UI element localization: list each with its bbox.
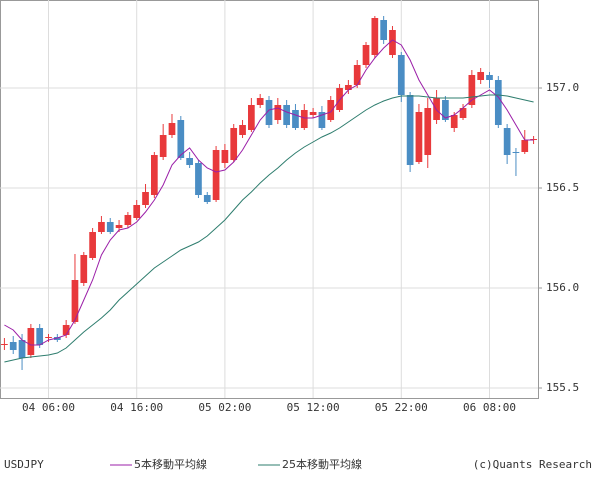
candle-body <box>292 110 299 128</box>
y-tick-label: 157.0 <box>546 81 579 94</box>
candle-body <box>168 123 176 135</box>
candle-body <box>424 108 432 155</box>
candle-body <box>177 120 185 158</box>
candle-body <box>36 328 44 345</box>
candle-body <box>106 222 114 232</box>
candle-body <box>142 192 149 205</box>
candle-body <box>309 112 317 115</box>
candle-body <box>380 20 388 40</box>
candle-body <box>345 85 352 90</box>
candle-body <box>89 232 96 258</box>
candle-body <box>494 80 502 125</box>
candle-body <box>203 195 211 202</box>
candle-body <box>71 280 79 322</box>
candle-body <box>221 150 229 163</box>
candle-body <box>62 325 70 335</box>
candle-body <box>274 105 282 120</box>
candle-body <box>530 139 537 140</box>
candle-body <box>212 150 220 200</box>
candle-body <box>98 222 105 232</box>
candle-body <box>239 125 246 135</box>
candle-body <box>450 115 458 128</box>
candle-body <box>477 72 485 80</box>
x-tick-label: 05 02:00 <box>198 401 251 414</box>
candle-body <box>9 342 17 350</box>
candle-body <box>45 337 52 338</box>
y-tick-label: 155.5 <box>546 381 579 394</box>
candle-body <box>318 112 326 128</box>
candle-body <box>336 88 343 110</box>
candle-body <box>521 140 529 152</box>
copyright: (c)Quants Research <box>473 458 592 471</box>
ma-line <box>4 39 534 346</box>
ma-line <box>4 94 534 363</box>
candle-body <box>256 98 264 105</box>
candle-body <box>133 205 141 218</box>
candle-body <box>18 340 26 358</box>
y-tick-label: 156.5 <box>546 181 579 194</box>
x-tick-label: 05 12:00 <box>287 401 340 414</box>
candle-body <box>248 105 255 130</box>
candle-body <box>512 152 520 153</box>
candle-body <box>442 100 449 120</box>
candle-body <box>80 255 88 283</box>
candle-body <box>27 328 35 355</box>
candle-body <box>186 158 193 165</box>
candle-body <box>265 100 273 125</box>
candle-body <box>362 45 370 65</box>
candle-body <box>150 155 158 195</box>
candle-body <box>389 30 396 55</box>
x-tick-label: 05 22:00 <box>375 401 428 414</box>
candle-body <box>503 128 511 155</box>
x-tick-label: 04 16:00 <box>110 401 163 414</box>
candle-body <box>459 108 467 118</box>
legend-label: 25本移動平均線 <box>282 457 362 471</box>
candle-body <box>415 112 423 162</box>
candle-body <box>433 98 440 120</box>
candle-body <box>1 344 8 345</box>
plot-frame <box>0 0 539 399</box>
candle-body <box>115 225 123 228</box>
legend-label: 5本移動平均線 <box>134 457 207 471</box>
x-tick-label: 04 06:00 <box>22 401 75 414</box>
candle-body <box>283 105 290 125</box>
candle-body <box>300 110 308 128</box>
y-tick-label: 156.0 <box>546 281 579 294</box>
candle-body <box>406 95 414 165</box>
symbol: USDJPY <box>4 458 44 471</box>
candle-body <box>124 215 132 225</box>
x-tick-label: 06 08:00 <box>463 401 516 414</box>
candle-body <box>486 75 493 80</box>
candle-body <box>195 163 202 195</box>
candle-body <box>371 18 379 55</box>
candle-body <box>327 100 335 120</box>
candle-body <box>397 55 405 95</box>
candle-body <box>468 75 476 105</box>
candle-body <box>353 65 361 85</box>
candle-body <box>159 135 167 157</box>
candle-body <box>230 128 238 160</box>
